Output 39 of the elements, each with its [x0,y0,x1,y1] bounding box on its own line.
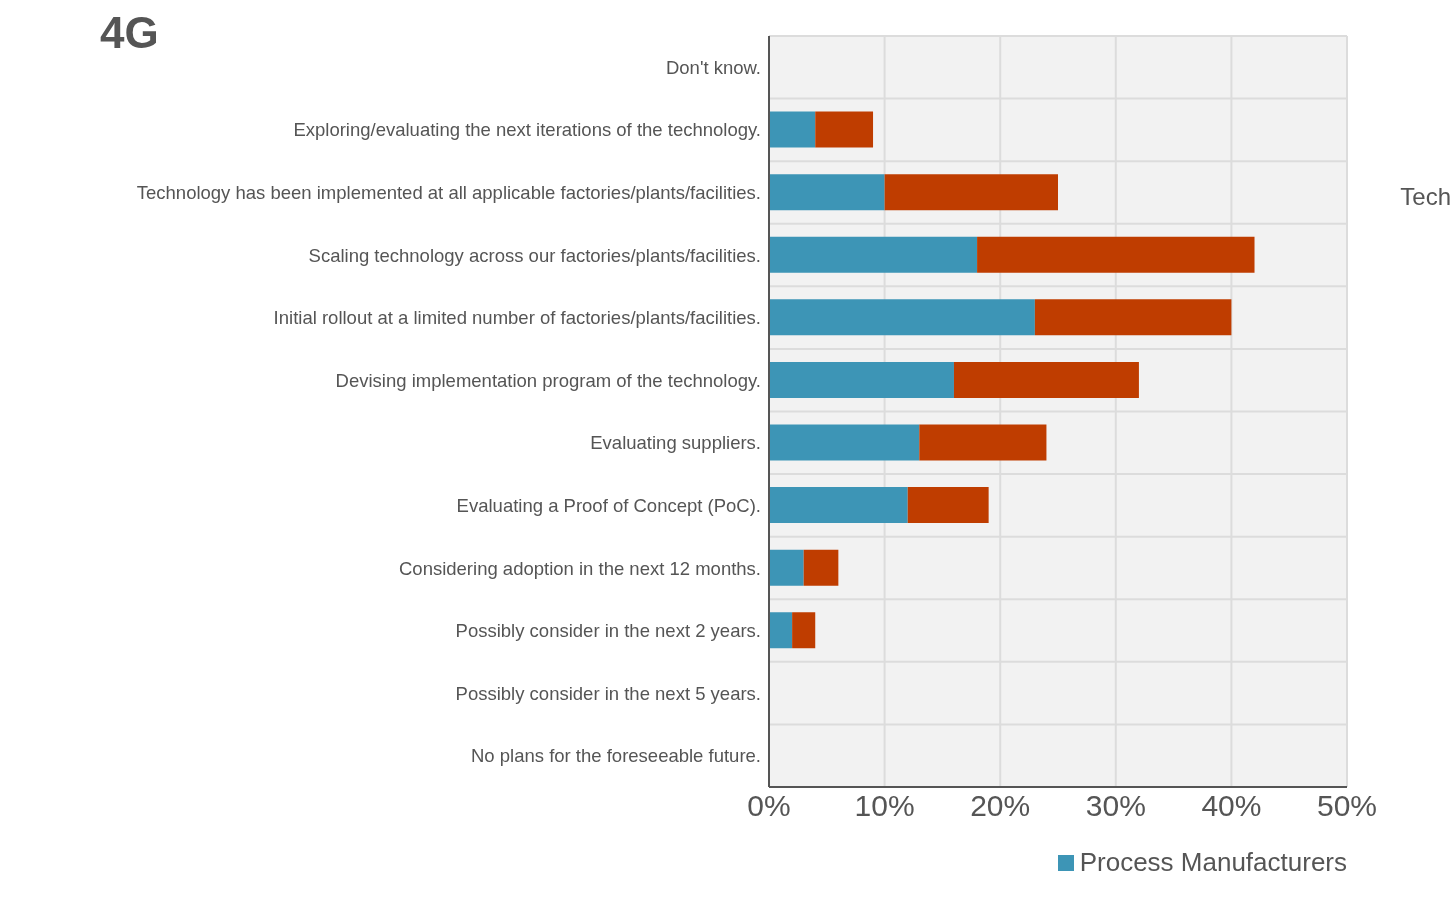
bar [815,111,874,148]
bar [953,361,1139,398]
bar [769,549,804,586]
legend-label: Process Manufacturers [1078,847,1347,878]
y-tick-label: Possibly consider in the next 2 years. [455,620,761,642]
bar [907,487,989,524]
y-tick-label: Technology has been implemented at all applicable factories/plants/facilities. [136,182,761,204]
bar [919,424,1047,461]
y-tick-label: Considering adoption in the next 12 months. [398,557,761,579]
bar [769,361,954,398]
x-tick-label: 20% [970,789,1031,823]
text: 4G [100,8,159,58]
y-tick-label: Devising implementation program of the technology. [335,369,761,391]
y-tick-label: Possibly consider in the next 5 years. [455,682,761,704]
y-tick-label: Evaluating a Proof of Concept (PoC). [456,494,761,516]
x-tick-label: 30% [1085,789,1146,823]
bar [769,174,885,211]
y-tick-label: Don't know. [665,56,761,78]
y-tick-label: Scaling technology across our factories/plants/facilities. [308,244,761,266]
y-tick-label: Evaluating suppliers. [590,432,761,454]
y-tick-label: Initial rollout at a limited number of factories/plants/facilities. [273,307,761,329]
bar [792,612,816,649]
x-tick-label: 0% [747,789,791,823]
bar [769,299,1035,336]
y-tick-label: Exploring/evaluating the next iterations of the technology. [293,119,761,141]
bar [884,174,1058,211]
x-tick-label: 10% [854,789,915,823]
bar [769,612,793,649]
bar [977,236,1255,273]
bar [769,236,978,273]
bar [1034,299,1232,336]
bar [769,487,908,524]
bar [769,111,816,148]
x-tick-label: 50% [1316,789,1378,823]
bar [769,424,920,461]
y-tick-label: No plans for the foreseeable future. [470,745,761,767]
text: Tech [1400,183,1451,211]
x-tick-label: 40% [1201,789,1262,823]
bar [803,549,839,586]
